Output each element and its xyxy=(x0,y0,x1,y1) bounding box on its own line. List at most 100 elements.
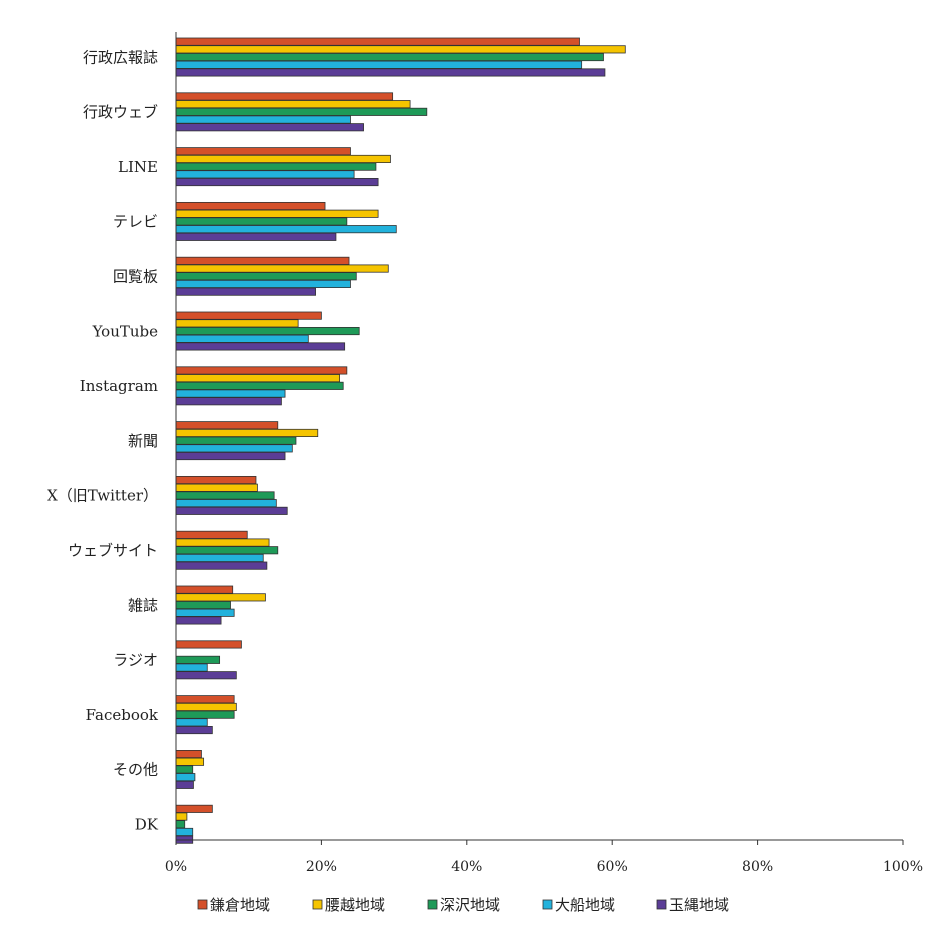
bar xyxy=(175,726,213,735)
bar xyxy=(175,209,379,218)
bar xyxy=(175,311,322,320)
x-tick-label: 60% xyxy=(597,859,628,875)
bar xyxy=(175,272,357,281)
bar xyxy=(175,585,234,594)
bar xyxy=(175,765,194,774)
legend-label: 深沢地域 xyxy=(440,896,500,914)
bar xyxy=(175,154,391,164)
category-label: 回覧板 xyxy=(113,267,158,285)
bar xyxy=(175,593,266,602)
bar xyxy=(175,718,208,727)
bar xyxy=(175,177,379,187)
bar xyxy=(175,436,297,445)
category-label: 行政ウェブ xyxy=(83,103,158,121)
bar xyxy=(175,366,348,375)
bar xyxy=(175,655,221,664)
category-label: テレビ xyxy=(113,213,158,231)
legend-swatch xyxy=(656,899,667,910)
category-label: ウェブサイト xyxy=(68,541,158,559)
bar xyxy=(175,45,626,54)
bars xyxy=(175,37,626,844)
bar xyxy=(175,326,360,336)
legend-label: 腰越地域 xyxy=(325,896,385,914)
bar xyxy=(175,319,299,328)
bar xyxy=(175,374,340,383)
bar xyxy=(175,287,316,296)
bar xyxy=(175,162,377,171)
bar xyxy=(175,170,355,179)
bar xyxy=(175,506,288,515)
legend-swatch xyxy=(542,899,553,910)
bar xyxy=(175,530,248,539)
category-label: 雑誌 xyxy=(128,596,158,614)
legend-label: 大船地域 xyxy=(555,896,615,914)
bar xyxy=(175,107,428,116)
bar xyxy=(175,232,337,241)
bar xyxy=(175,92,394,101)
bar xyxy=(175,750,202,759)
x-tick-label: 20% xyxy=(306,859,337,875)
bar xyxy=(175,757,205,766)
bar xyxy=(175,256,350,265)
bar xyxy=(175,421,279,430)
bar xyxy=(175,663,208,672)
bar xyxy=(175,217,348,226)
bar xyxy=(175,381,344,390)
bar xyxy=(175,389,286,398)
bar xyxy=(175,820,186,829)
bar xyxy=(175,812,188,821)
bar xyxy=(175,499,277,508)
bar xyxy=(175,546,279,555)
bar xyxy=(175,264,389,273)
bar xyxy=(175,640,242,649)
bar xyxy=(175,397,282,406)
bar xyxy=(175,561,268,570)
category-label: LINE xyxy=(118,158,158,176)
x-tick-label: 100% xyxy=(883,859,923,875)
category-label: DK xyxy=(135,815,159,833)
category-label: 新聞 xyxy=(128,432,158,450)
x-tick-label: 0% xyxy=(165,859,187,875)
x-tick-label: 80% xyxy=(742,859,773,875)
category-label: Facebook xyxy=(86,706,159,724)
bar xyxy=(175,710,235,719)
category-label: X（旧Twitter） xyxy=(47,487,158,505)
bar xyxy=(175,601,231,610)
bar xyxy=(175,491,275,500)
bar xyxy=(175,773,196,782)
x-axis: 0% 20% 40% 60% 80% 100% xyxy=(165,32,923,875)
category-label: その他 xyxy=(113,761,158,779)
bar xyxy=(175,695,235,704)
legend-swatch xyxy=(312,899,323,910)
bar xyxy=(175,780,194,789)
bar xyxy=(175,444,293,453)
bar xyxy=(175,671,237,680)
category-label: ラジオ xyxy=(113,651,158,669)
legend-label: 玉縄地域 xyxy=(669,896,729,914)
bar xyxy=(175,702,237,711)
bar xyxy=(175,225,397,234)
bar xyxy=(175,37,580,46)
x-tick-label: 40% xyxy=(451,859,482,875)
legend: 鎌倉地域 腰越地域 深沢地域 大船地域 玉縄地域 xyxy=(197,896,729,914)
bar xyxy=(175,804,213,813)
bar xyxy=(175,100,411,109)
legend-swatch xyxy=(197,899,208,910)
bar xyxy=(175,147,351,156)
bar xyxy=(175,451,286,461)
category-label: 行政広報誌 xyxy=(83,48,158,66)
bar xyxy=(175,123,364,132)
bar xyxy=(175,115,351,124)
legend-label: 鎌倉地域 xyxy=(210,896,270,914)
bar xyxy=(175,475,257,485)
bar xyxy=(175,342,346,351)
bar xyxy=(175,483,258,492)
category-label: YouTube xyxy=(92,322,159,340)
bar xyxy=(175,827,194,836)
bar xyxy=(175,334,309,343)
category-label: Instagram xyxy=(80,377,158,395)
bar xyxy=(175,553,264,562)
bar xyxy=(175,201,326,211)
